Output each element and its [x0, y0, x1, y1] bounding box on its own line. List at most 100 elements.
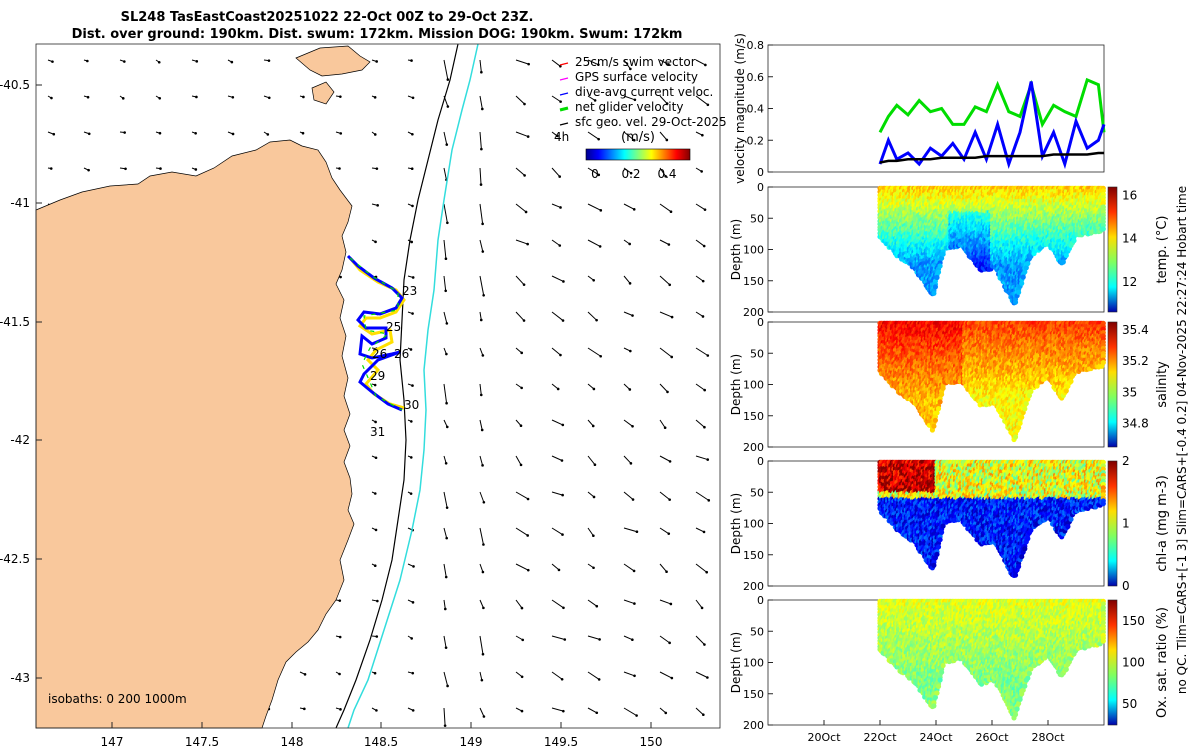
profile-colorbar-label: temp. (°C) — [1155, 216, 1170, 284]
current-arrow — [407, 599, 415, 604]
map-x-tick-label: 148 — [281, 735, 304, 749]
current-arrow — [659, 527, 671, 535]
profile-y-label: Depth (m) — [729, 354, 743, 415]
legend-4h-label: 4h — [554, 130, 569, 144]
current-arrow — [587, 59, 600, 66]
profile-y-tick-label: 150 — [743, 688, 764, 701]
track-day-label: 25 — [386, 320, 401, 334]
current-arrow — [407, 383, 414, 387]
current-arrow — [515, 311, 526, 322]
current-arrow — [155, 131, 162, 135]
current-arrow — [551, 383, 560, 391]
map-frame — [35, 43, 721, 729]
current-arrow — [623, 527, 639, 533]
time-x-tick-label: 24Oct — [919, 731, 953, 744]
current-arrow — [659, 455, 672, 463]
current-arrow — [623, 203, 636, 211]
current-arrow — [119, 59, 126, 63]
map-x-tick-label: 148.5 — [364, 735, 398, 749]
current-arrow — [659, 671, 674, 680]
legend-swatch — [559, 92, 569, 96]
current-arrow — [623, 491, 635, 501]
track-day-label: 30 — [404, 398, 419, 412]
current-arrow — [587, 707, 599, 715]
current-arrow — [443, 419, 449, 429]
processing-note: no QC. Tlim=CARS+[-1 3] Slim=CARS+[-0.4 … — [1175, 186, 1189, 694]
profile-y-tick-label: 100 — [743, 657, 764, 670]
current-arrow — [191, 167, 198, 171]
profile-y-tick-label: 100 — [743, 244, 764, 257]
small-island — [311, 81, 335, 105]
profile-y-tick-label: 100 — [743, 379, 764, 392]
current-arrow — [479, 95, 484, 111]
profile-colorbar-tick: 0 — [1122, 579, 1130, 593]
current-arrow — [155, 59, 161, 64]
current-arrow — [551, 527, 564, 536]
current-arrow — [407, 95, 415, 100]
current-arrow — [479, 635, 485, 656]
current-arrow — [515, 239, 529, 246]
profile-colorbar-label: salinity — [1155, 361, 1170, 408]
profile-y-tick-label: 200 — [743, 719, 764, 732]
current-arrow — [515, 455, 523, 467]
current-arrow — [407, 563, 415, 568]
glider-track: 23 25 26 26 29 30 31 — [346, 254, 419, 439]
current-arrow — [587, 275, 595, 282]
current-arrow — [263, 95, 271, 100]
profile-colorbar-tick: 50 — [1122, 697, 1137, 711]
current-arrow — [587, 563, 595, 570]
speed-colorbar-label: (m/s) — [621, 130, 655, 145]
legend-label: GPS surface velocity — [575, 70, 698, 84]
title-line-2: Dist. over ground: 190km. Dist. swum: 17… — [72, 27, 683, 42]
legend-entry: sfc geo. vel. 29-Oct-2025 — [559, 115, 727, 129]
profile-panel-temperature: 0 50 100 150 200 Depth (m) 12 14 16 temp. (°C) — [729, 181, 1170, 319]
current-arrow — [623, 131, 636, 142]
legend-swatch — [559, 62, 569, 66]
map-x-tick-label: 149 — [460, 735, 483, 749]
current-arrow — [623, 95, 637, 102]
current-arrow — [371, 131, 377, 136]
velocity-y-tick-label: 0.6 — [747, 71, 765, 84]
current-arrow — [695, 455, 710, 461]
current-arrow — [623, 59, 632, 71]
current-arrow — [335, 599, 342, 602]
legend-label: net glider velocity — [575, 100, 683, 114]
profile-panel-chlorophyll: 0 50 100 150 200 Depth (m) 0 1 2 chl-a (mg m-3) — [729, 454, 1170, 593]
current-arrow — [479, 671, 484, 682]
current-arrow — [551, 275, 565, 283]
legend-entry: GPS surface velocity — [559, 70, 698, 84]
profile-y-tick-label: 150 — [743, 410, 764, 423]
current-arrow — [587, 311, 598, 322]
current-arrow — [263, 59, 271, 62]
legend-entry: net glider velocity — [559, 100, 683, 114]
current-arrow — [407, 347, 413, 351]
profile-colorbar-tick: 100 — [1122, 656, 1145, 670]
profile-colorbar-tick: 14 — [1122, 232, 1137, 246]
current-arrow — [695, 707, 705, 717]
current-arrow — [443, 275, 447, 293]
current-arrow — [407, 635, 413, 640]
profile-colorbar-tick: 34.8 — [1122, 417, 1149, 431]
current-arrow — [695, 167, 703, 173]
current-arrow — [479, 455, 484, 467]
speed-colorbar-tick-0: 0 — [591, 167, 599, 181]
current-arrow — [623, 311, 634, 317]
current-arrow — [515, 167, 526, 177]
isobath-1000m — [347, 43, 479, 729]
current-arrow — [299, 671, 307, 676]
current-arrow — [659, 635, 671, 645]
profile-colorbar-tick: 16 — [1122, 189, 1137, 203]
current-arrow — [443, 59, 450, 81]
legend-entry: dive-avg current veloc. — [559, 85, 713, 99]
current-arrow — [587, 491, 596, 499]
current-arrow — [551, 563, 561, 572]
current-arrow — [371, 491, 377, 495]
profile-scatter — [877, 185, 1106, 306]
legend-label: sfc geo. vel. 29-Oct-2025 — [575, 115, 727, 129]
profile-y-tick-label: 150 — [743, 549, 764, 562]
profile-y-tick-label: 200 — [743, 441, 764, 454]
current-arrow — [587, 671, 601, 681]
current-arrow — [515, 635, 525, 642]
current-arrow — [371, 167, 379, 170]
